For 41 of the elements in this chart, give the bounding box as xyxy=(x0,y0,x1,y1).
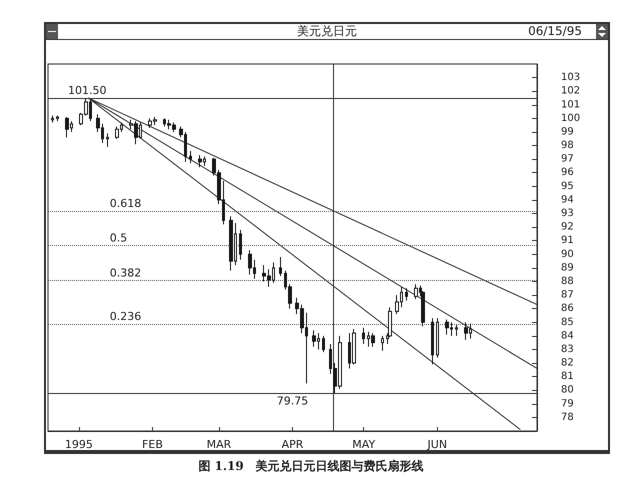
chart-title: 美元兑日元 xyxy=(297,24,357,38)
ref-line-label: 101.50 xyxy=(68,84,106,97)
y-tick-label: 99 xyxy=(561,126,574,138)
x-tick-label: MAR xyxy=(206,438,232,451)
y-tick-label: 81 xyxy=(561,371,574,382)
x-tick-label: MAY xyxy=(352,438,376,451)
y-tick-label: 89 xyxy=(561,262,574,274)
x-tick-label: JUN xyxy=(426,438,448,451)
y-tick-label: 102 xyxy=(561,86,580,97)
x-tick-label: 1995 xyxy=(64,438,93,451)
y-tick-label: 98 xyxy=(561,140,574,152)
x-tick-label: APR xyxy=(282,438,304,451)
y-tick-label: 101 xyxy=(561,99,580,110)
y-tick-label: 88 xyxy=(561,276,574,287)
y-tick-label: 86 xyxy=(561,303,574,314)
y-tick-label: 91 xyxy=(561,235,574,246)
y-tick-label: 87 xyxy=(561,290,574,301)
y-tick-label: 96 xyxy=(561,167,574,178)
y-tick-label: 79 xyxy=(561,398,574,410)
y-tick-label: 95 xyxy=(561,180,574,192)
annotation: 0.618 xyxy=(110,196,142,210)
y-tick-label: 94 xyxy=(561,194,574,206)
y-tick-label: 93 xyxy=(561,208,574,220)
y-tick-label: 90 xyxy=(561,248,574,260)
x-tick-label: FEB xyxy=(142,438,163,451)
y-tick-label: 97 xyxy=(561,154,574,165)
caption: 图 1.19 美元兑日元日线图与费氏扇形线 xyxy=(197,458,425,475)
y-tick-label: 78 xyxy=(561,412,574,423)
y-tick-label: 92 xyxy=(561,222,574,233)
y-tick-label: 82 xyxy=(561,358,574,369)
y-tick-label: 83 xyxy=(561,344,574,355)
y-tick-label: 100 xyxy=(561,112,580,124)
y-tick-label: 103 xyxy=(561,72,580,84)
chart-subtitle: 06/15/95 xyxy=(528,24,582,39)
annotation: 0.5 xyxy=(110,232,128,245)
ref-line-label: 79.75 xyxy=(276,394,308,408)
y-tick-label: 84 xyxy=(561,330,574,342)
y-tick-label: 80 xyxy=(561,384,574,396)
y-tick-label: 85 xyxy=(561,316,574,328)
annotation: 0.236 xyxy=(110,310,142,323)
annotation: 0.382 xyxy=(110,266,142,280)
